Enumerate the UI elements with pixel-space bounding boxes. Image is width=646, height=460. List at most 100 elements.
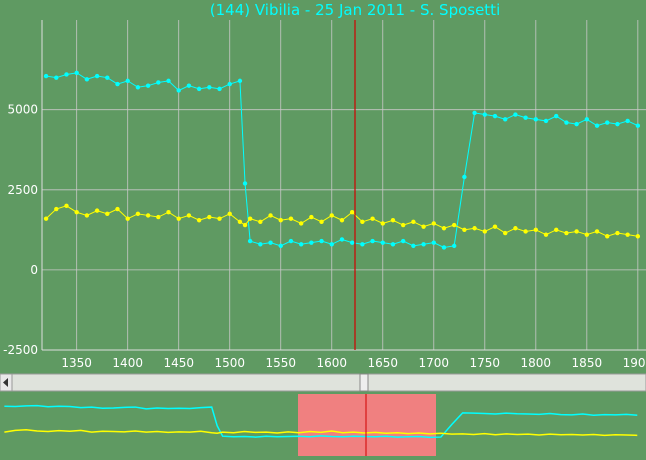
data-point [339,237,345,242]
data-point [84,213,90,218]
data-point [482,229,487,234]
data-point [227,211,232,217]
data-point [319,219,324,225]
y-tick-label: 2500 [7,183,38,197]
data-point [360,219,365,225]
overview-selection[interactable] [298,394,436,456]
data-point [451,222,457,228]
x-tick-label: 1350 [61,356,92,370]
data-point [74,210,79,215]
data-point [400,238,406,244]
chart-title: (144) Vibilia - 25 Jan 2011 - S. Sposett… [210,1,501,19]
x-tick-label: 1550 [265,356,296,370]
data-point [156,214,161,220]
x-tick-label: 1500 [214,356,245,370]
data-point [635,234,641,239]
scrollbar[interactable] [0,373,646,392]
data-point [278,218,283,223]
data-point [605,234,610,239]
data-point [503,230,508,236]
data-point [513,226,518,231]
data-point [421,242,426,247]
data-point [431,240,436,245]
data-point [237,78,243,84]
x-tick-label: 1700 [419,356,450,370]
data-point [196,86,202,92]
data-point [242,181,248,186]
data-point [625,118,630,124]
data-point [237,219,243,225]
overview [4,404,638,439]
data-point [339,218,345,223]
data-point [145,83,151,88]
data-point [84,77,90,82]
data-point [227,81,232,87]
data-point [319,238,324,244]
data-point [278,243,283,249]
data-point [268,240,273,245]
y-tick-label: 0 [30,263,38,277]
x-tick-label: 1850 [572,356,603,370]
data-point [166,210,171,215]
data-point [615,230,620,236]
data-point [472,226,477,231]
data-point [207,214,212,220]
data-point [594,123,600,128]
data-point [554,113,559,119]
data-point [43,216,49,221]
data-point [574,229,579,234]
data-point [533,117,539,122]
data-point [370,238,375,244]
data-point [421,224,426,229]
data-point [523,229,528,234]
data-point [105,211,110,217]
data-point [360,242,365,247]
data-point [513,112,518,117]
data-point [441,245,447,250]
data-point [329,242,334,247]
data-point [94,73,100,79]
data-point [43,73,49,79]
data-point [411,219,416,225]
data-point [125,216,130,221]
data-point [492,113,498,119]
data-point [145,213,151,218]
data-point [533,227,539,233]
data-point [288,216,294,221]
data-point [605,120,610,125]
data-point [584,117,590,122]
data-point [380,221,385,226]
grid [42,20,646,351]
x-tick-label: 1400 [112,356,143,370]
data-point [554,227,559,233]
data-point [635,123,641,128]
plot-area [43,70,641,250]
data-point [247,238,253,244]
data-point [594,229,600,234]
overview-line [4,429,638,437]
data-point [196,218,202,223]
data-point [431,221,436,226]
scroll-thumb[interactable] [359,373,369,392]
data-point [186,213,192,218]
data-point [615,121,620,127]
data-point [54,75,59,80]
data-point [625,232,630,237]
data-point [400,222,406,228]
data-point [503,117,508,122]
x-tick-label: 1600 [316,356,347,370]
data-point [176,88,181,93]
data-point [482,112,487,117]
data-point [298,221,304,226]
scroll-track[interactable] [0,373,646,392]
data-point [288,238,294,244]
data-point [564,230,569,236]
data-point [543,118,549,124]
data-point [492,224,498,229]
data-point [258,219,263,225]
data-point [135,85,141,90]
data-point [329,213,334,218]
data-point [564,120,569,125]
data-point [309,214,314,220]
